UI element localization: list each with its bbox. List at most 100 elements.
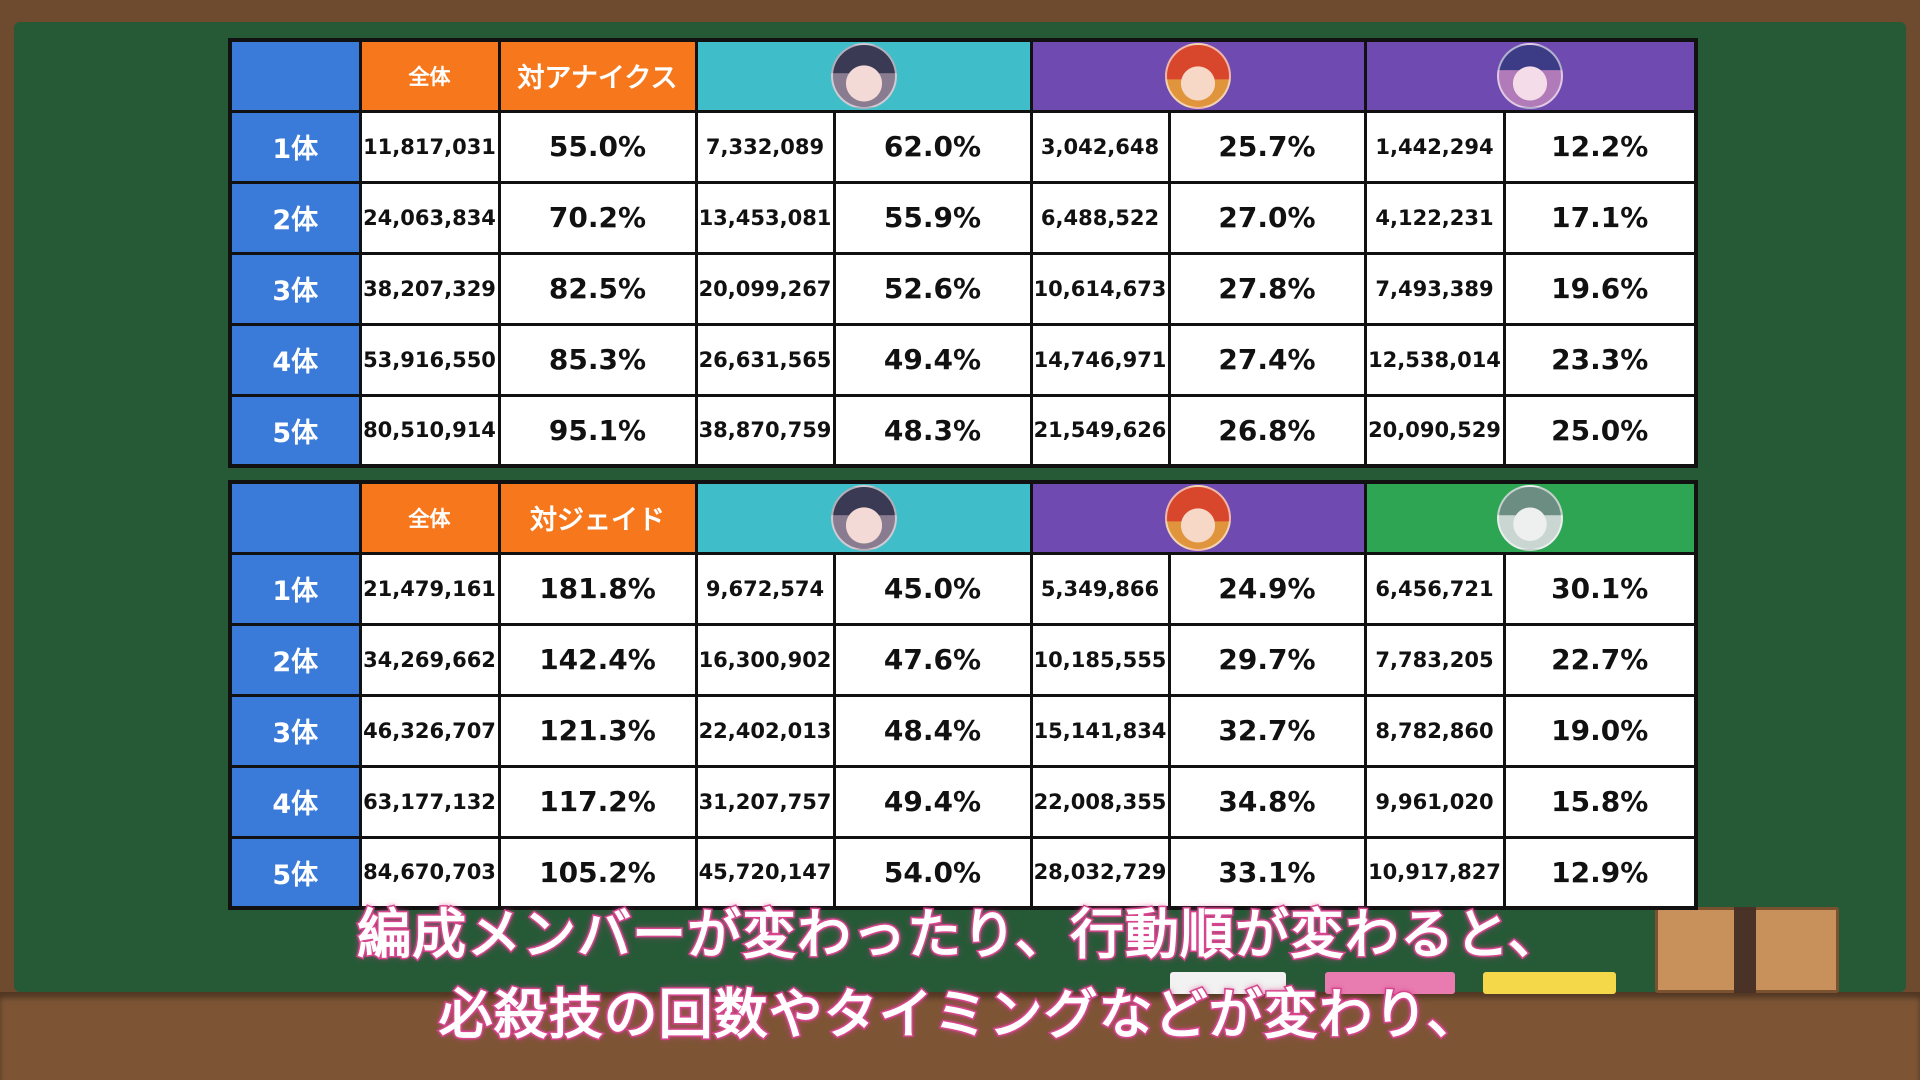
char3-value: 7,783,205 xyxy=(1363,622,1506,697)
vs-header: 対ジェイド xyxy=(497,480,698,555)
char1-value: 38,870,759 xyxy=(694,393,836,468)
corner-cell xyxy=(228,480,362,555)
total-value: 38,207,329 xyxy=(358,251,501,326)
table-row: 2体 34,269,662 142.4% 16,300,902 47.6% 10… xyxy=(228,622,1698,697)
char2-percent: 27.8% xyxy=(1167,251,1367,326)
char3-percent: 19.0% xyxy=(1502,693,1698,768)
char2-percent: 34.8% xyxy=(1167,764,1367,839)
char3-percent: 15.8% xyxy=(1502,764,1698,839)
row-label: 1体 xyxy=(228,109,362,184)
char1-value: 16,300,902 xyxy=(694,622,836,697)
row-label: 3体 xyxy=(228,693,362,768)
vs-percent: 121.3% xyxy=(497,693,698,768)
table-row: 4体 63,177,132 117.2% 31,207,757 49.4% 22… xyxy=(228,764,1698,839)
character-avatar-red-hair-girl-icon xyxy=(1165,43,1231,108)
table-row: 5体 84,670,703 105.2% 45,720,147 54.0% 28… xyxy=(228,835,1698,910)
table-row: 2体 24,063,834 70.2% 13,453,081 55.9% 6,4… xyxy=(228,180,1698,255)
character-header-2 xyxy=(1029,38,1367,113)
character-avatar-pink-hair-girl-icon xyxy=(1497,43,1564,108)
yellow-chalk xyxy=(1483,972,1616,994)
char3-percent: 12.9% xyxy=(1502,835,1698,910)
char1-percent: 45.0% xyxy=(832,551,1033,626)
subtitle-caption: 編成メンバーが変わったり、行動順が変わると、 必殺技の回数やタイミングなどが変わ… xyxy=(0,895,1920,1055)
row-label: 3体 xyxy=(228,251,362,326)
char2-percent: 25.7% xyxy=(1167,109,1367,184)
eraser xyxy=(1655,907,1839,993)
vs-header: 対アナイクス xyxy=(497,38,698,113)
row-label: 4体 xyxy=(228,764,362,839)
char2-value: 10,614,673 xyxy=(1029,251,1171,326)
char3-percent: 30.1% xyxy=(1502,551,1698,626)
char2-value: 14,746,971 xyxy=(1029,322,1171,397)
table-row: 5体 80,510,914 95.1% 38,870,759 48.3% 21,… xyxy=(228,393,1698,468)
char2-percent: 24.9% xyxy=(1167,551,1367,626)
char3-value: 20,090,529 xyxy=(1363,393,1506,468)
char1-value: 9,672,574 xyxy=(694,551,836,626)
char1-percent: 48.4% xyxy=(832,693,1033,768)
char1-value: 7,332,089 xyxy=(694,109,836,184)
char2-value: 21,549,626 xyxy=(1029,393,1171,468)
character-header-3 xyxy=(1363,480,1698,555)
table-row: 3体 46,326,707 121.3% 22,402,013 48.4% 15… xyxy=(228,693,1698,768)
char2-percent: 32.7% xyxy=(1167,693,1367,768)
character-avatar-red-hair-girl-icon xyxy=(1165,485,1231,550)
char2-value: 15,141,834 xyxy=(1029,693,1171,768)
row-label: 2体 xyxy=(228,180,362,255)
vs-percent: 95.1% xyxy=(497,393,698,468)
total-value: 34,269,662 xyxy=(358,622,501,697)
pink-chalk xyxy=(1325,972,1455,994)
vs-percent: 70.2% xyxy=(497,180,698,255)
vs-percent: 117.2% xyxy=(497,764,698,839)
chalk-ledge xyxy=(0,992,1920,1080)
row-label: 1体 xyxy=(228,551,362,626)
total-value: 53,916,550 xyxy=(358,322,501,397)
character-avatar-purple-hat-girl-icon xyxy=(830,43,897,108)
row-label: 5体 xyxy=(228,393,362,468)
char1-percent: 62.0% xyxy=(832,109,1033,184)
character-header-2 xyxy=(1029,480,1367,555)
character-avatar-purple-hat-girl-icon xyxy=(830,485,897,550)
subtitle-line-1: 編成メンバーが変わったり、行動順が変わると、 xyxy=(356,902,1564,968)
vs-percent: 142.4% xyxy=(497,622,698,697)
char3-value: 9,961,020 xyxy=(1363,764,1506,839)
char3-value: 1,442,294 xyxy=(1363,109,1506,184)
char1-percent: 49.4% xyxy=(832,322,1033,397)
char2-value: 6,488,522 xyxy=(1029,180,1171,255)
white-chalk xyxy=(1170,972,1286,994)
vs-percent: 85.3% xyxy=(497,322,698,397)
total-value: 21,479,161 xyxy=(358,551,501,626)
char1-percent: 48.3% xyxy=(832,393,1033,468)
character-header-3 xyxy=(1363,38,1698,113)
vs-percent: 82.5% xyxy=(497,251,698,326)
char3-percent: 17.1% xyxy=(1502,180,1698,255)
char2-value: 22,008,355 xyxy=(1029,764,1171,839)
char1-percent: 52.6% xyxy=(832,251,1033,326)
char2-percent: 27.4% xyxy=(1167,322,1367,397)
table-row: 1体 21,479,161 181.8% 9,672,574 45.0% 5,3… xyxy=(228,551,1698,626)
char1-percent: 47.6% xyxy=(832,622,1033,697)
char1-value: 22,402,013 xyxy=(694,693,836,768)
total-value: 11,817,031 xyxy=(358,109,501,184)
row-label: 4体 xyxy=(228,322,362,397)
char1-value: 26,631,565 xyxy=(694,322,836,397)
char1-percent: 49.4% xyxy=(832,764,1033,839)
char1-percent: 55.9% xyxy=(832,180,1033,255)
char3-percent: 22.7% xyxy=(1502,622,1698,697)
char2-value: 28,032,729 xyxy=(1029,835,1171,910)
char3-value: 6,456,721 xyxy=(1363,551,1506,626)
row-label: 5体 xyxy=(228,835,362,910)
char3-percent: 19.6% xyxy=(1502,251,1698,326)
vs-percent: 55.0% xyxy=(497,109,698,184)
char3-value: 8,782,860 xyxy=(1363,693,1506,768)
char3-value: 4,122,231 xyxy=(1363,180,1506,255)
table-row: 4体 53,916,550 85.3% 26,631,565 49.4% 14,… xyxy=(228,322,1698,397)
char3-value: 12,538,014 xyxy=(1363,322,1506,397)
total-value: 24,063,834 xyxy=(358,180,501,255)
char3-percent: 25.0% xyxy=(1502,393,1698,468)
char2-value: 3,042,648 xyxy=(1029,109,1171,184)
char2-value: 10,185,555 xyxy=(1029,622,1171,697)
char2-percent: 29.7% xyxy=(1167,622,1367,697)
char1-percent: 54.0% xyxy=(832,835,1033,910)
char3-value: 10,917,827 xyxy=(1363,835,1506,910)
corner-cell xyxy=(228,38,362,113)
